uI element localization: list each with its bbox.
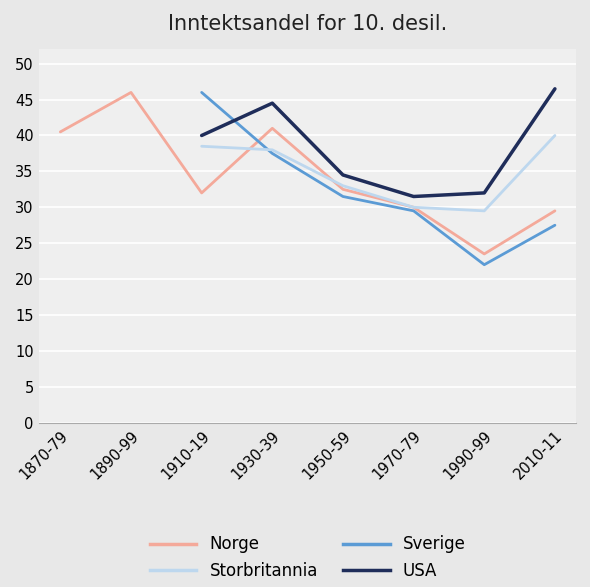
Title: Inntektsandel for 10. desil.: Inntektsandel for 10. desil. bbox=[168, 14, 447, 34]
Legend: Norge, Storbritannia, Sverige, USA: Norge, Storbritannia, Sverige, USA bbox=[149, 535, 466, 580]
